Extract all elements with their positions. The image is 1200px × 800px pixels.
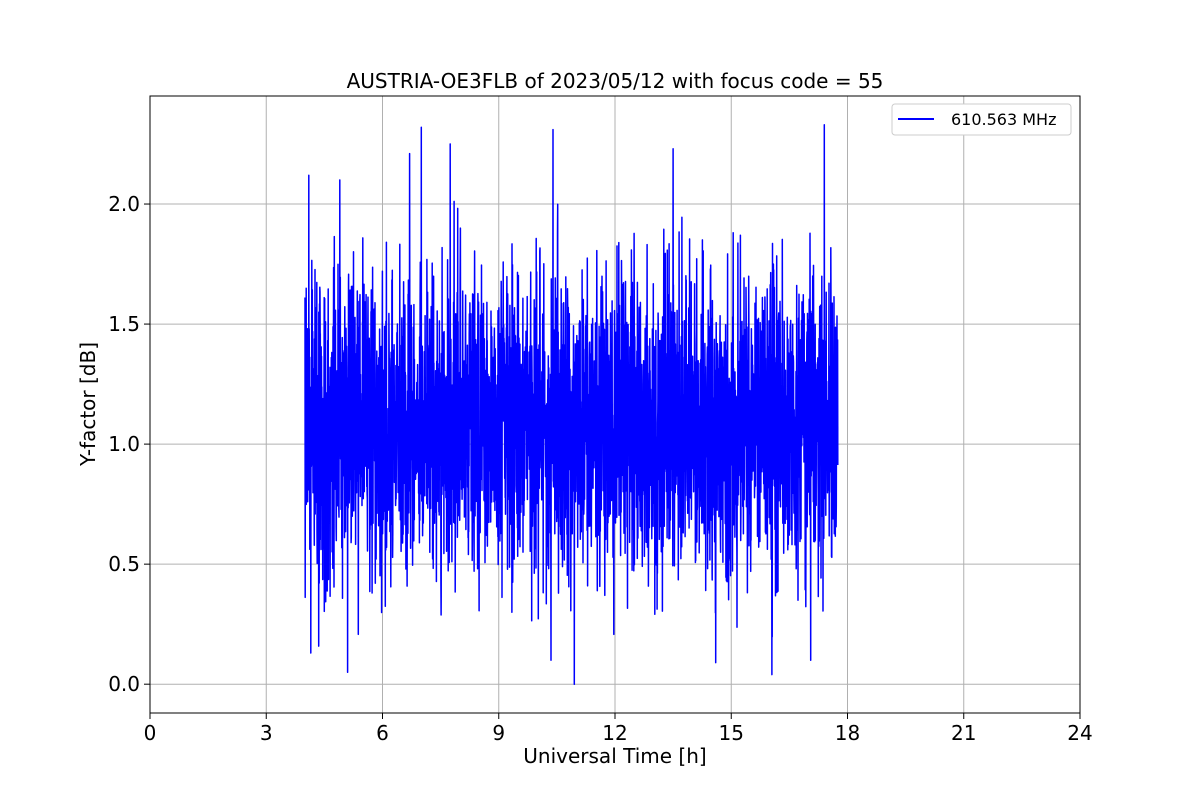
x-tick-label: 18 <box>835 721 860 745</box>
x-tick-label: 9 <box>492 721 505 745</box>
x-axis-label: Universal Time [h] <box>523 744 706 768</box>
x-tick-label: 24 <box>1067 721 1092 745</box>
x-tick-label: 15 <box>719 721 744 745</box>
y-tick-label: 1.5 <box>108 312 140 336</box>
y-axis: 0.0 0.5 1.0 1.5 2.0 <box>108 192 150 696</box>
series-line-610-563-mhz <box>304 124 839 685</box>
y-axis-label: Y-factor [dB] <box>76 342 100 467</box>
x-tick-label: 12 <box>602 721 627 745</box>
x-tick-label: 21 <box>951 721 976 745</box>
x-tick-label: 0 <box>144 721 157 745</box>
y-tick-label: 0.0 <box>108 672 140 696</box>
legend-box <box>891 103 1072 136</box>
x-tick-label: 3 <box>260 721 273 745</box>
chart-title: AUSTRIA-OE3FLB of 2023/05/12 with focus … <box>347 69 884 93</box>
series-layer <box>304 124 839 685</box>
legend: 610.563 MHz <box>891 103 1072 136</box>
x-tick-label: 6 <box>376 721 389 745</box>
y-tick-label: 1.0 <box>108 432 140 456</box>
x-axis: 0 3 6 9 12 15 18 21 24 <box>144 713 1093 745</box>
y-tick-label: 0.5 <box>108 552 140 576</box>
y-tick-label: 2.0 <box>108 192 140 216</box>
legend-label: 610.563 MHz <box>951 110 1056 129</box>
